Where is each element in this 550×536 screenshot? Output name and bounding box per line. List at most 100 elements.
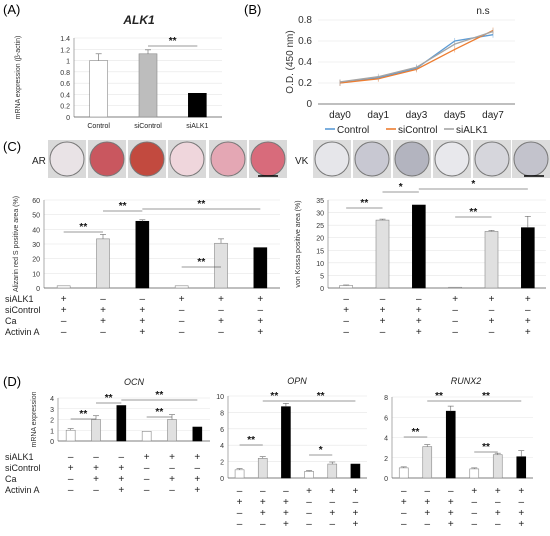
condition-sign: – [260,519,266,530]
significance-label: ** [412,427,420,438]
bar [339,285,353,289]
y-tick-label: 4 [220,443,224,450]
condition-label: Ca [5,474,17,484]
significance-label: ** [247,435,255,446]
condition-sign: – [68,452,74,463]
y-tick-label: 20 [32,257,40,264]
significance-label: ** [155,407,163,418]
bar [253,247,268,289]
condition-sign: – [452,327,458,338]
condition-sign: + [489,294,495,305]
condition-sign: – [343,327,349,338]
condition-sign: + [118,485,124,496]
condition-label: siALK1 [5,294,34,304]
condition-sign: – [68,474,74,485]
condition-sign: + [518,486,524,497]
condition-sign: + [306,486,312,497]
condition-sign: + [139,305,145,316]
condition-sign: – [401,508,407,519]
condition-sign: + [169,474,175,485]
condition-sign: – [306,519,312,530]
y-tick-label: 0 [36,286,40,293]
bar [327,463,338,479]
vk-well [354,141,390,177]
ar-well [250,141,286,177]
condition-sign: – [306,508,312,519]
y-tick-label: 2 [220,460,224,467]
condition-sign: – [416,294,422,305]
vk-well [434,141,470,177]
y-tick-label: 0.2 [298,78,312,89]
condition-sign: + [343,305,349,316]
bar [375,219,390,289]
condition-sign: + [257,294,263,305]
condition-label: Activin A [5,327,40,337]
y-tick-label: 6 [384,415,388,422]
condition-sign: – [489,305,495,316]
significance-label: ** [197,199,205,210]
condition-sign: + [61,305,67,316]
x-tick-label: siALK1 [186,123,208,130]
significance-label: ** [105,393,113,404]
panel-label-b: (B) [244,2,261,17]
condition-sign: – [169,463,175,474]
condition-sign: – [525,305,531,316]
bar [484,231,499,289]
x-tick-label: siControl [134,123,162,130]
condition-sign: – [61,316,67,327]
x-tick-label: Control [87,123,110,130]
condition-sign: + [352,508,358,519]
condition-sign: – [489,327,495,338]
condition-sign: + [416,327,422,338]
y-tick-label: 25 [316,223,324,230]
y-tick-label: 60 [32,198,40,205]
condition-sign: + [380,305,386,316]
condition-sign: – [495,519,501,530]
condition-sign: – [283,486,289,497]
condition-sign: – [329,497,335,508]
significance-label: ** [482,391,490,402]
y-tick-label: 0.8 [298,15,312,26]
bar [492,454,503,479]
significance-label: * [319,445,323,456]
condition-sign: + [218,316,224,327]
condition-sign: – [471,508,477,519]
condition-sign: + [518,519,524,530]
vk-well [314,141,350,177]
well-images: AR VK [32,140,550,178]
condition-sign: – [68,485,74,496]
y-tick-label: 10 [216,394,224,401]
condition-sign: + [401,497,407,508]
condition-sign: – [518,497,524,508]
bar [469,468,480,479]
y-tick-label: 35 [316,198,324,205]
y-tick-label: 15 [316,248,324,255]
y-tick-label: 40 [32,227,40,234]
y-tick-label: 0.2 [60,104,70,111]
y-tick-label: 0 [50,439,54,446]
ar-well [129,141,165,177]
condition-sign: – [343,294,349,305]
significance-label: ** [155,390,163,401]
y-tick-label: 3 [50,407,54,414]
charts-d: 0 1 2 3 4 mRNA expression OCN ** ** ** ** 0 2 4 6 8 10 OP… [5,376,533,530]
bar [350,463,361,479]
condition-sign: – [343,316,349,327]
condition-sign: + [471,486,477,497]
y-axis-label: von Kossa positive area (%) [295,200,302,287]
bar [521,227,535,289]
vk-label: VK [295,156,309,167]
condition-sign: – [179,327,185,338]
condition-sign: + [448,508,454,519]
condition-sign: – [401,519,407,530]
condition-sign: + [139,316,145,327]
condition-sign: – [424,519,430,530]
y-tick-label: 6 [220,427,224,434]
x-tick-label: day3 [406,110,428,121]
bar [234,469,245,479]
ar-well [169,141,205,177]
condition-sign: – [100,327,106,338]
condition-sign: – [169,485,175,496]
